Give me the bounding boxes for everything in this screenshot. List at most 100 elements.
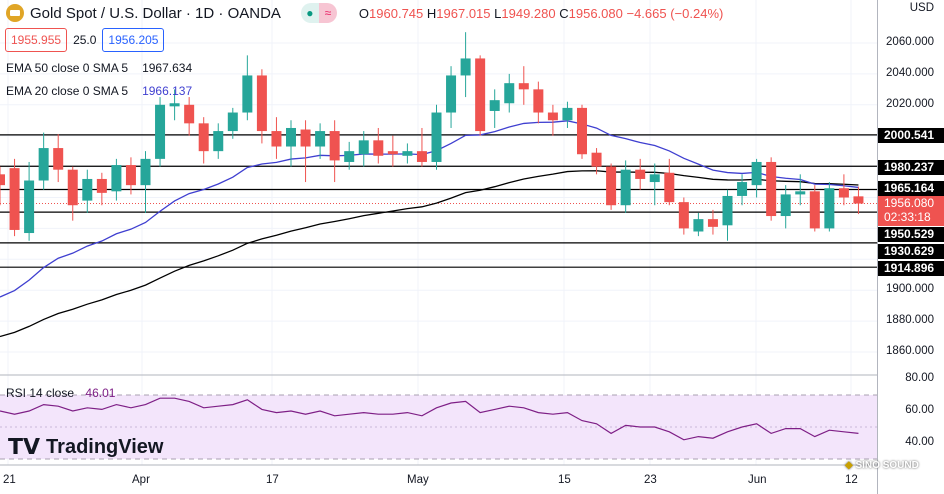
price-axis[interactable]: USD 2060.000 2040.000 2020.000 1900.000 …	[877, 0, 944, 494]
close-label: C	[559, 5, 569, 21]
rsi-value: 46.01	[85, 386, 116, 400]
candle-up	[213, 131, 224, 152]
candle-down	[67, 169, 78, 206]
ema20-line	[0, 120, 859, 298]
price-tick: 1880.000	[886, 314, 934, 326]
candle-up	[24, 180, 35, 234]
price-tick: 2040.000	[886, 67, 934, 79]
ema50-label: EMA 50 close 0 SMA 5	[6, 61, 129, 75]
candle-up	[489, 100, 500, 111]
time-tick: Jun	[748, 474, 767, 486]
candle-up	[82, 178, 93, 201]
price-tick: 1860.000	[886, 345, 934, 357]
candle-up	[460, 58, 471, 76]
candle-down	[838, 188, 849, 198]
candle-down	[635, 169, 646, 179]
symbol-title[interactable]: Gold Spot / U.S. Dollar · 1D · OANDA	[30, 4, 281, 22]
candle-down	[329, 131, 340, 161]
candle-down	[53, 148, 64, 170]
candle-down	[198, 123, 209, 152]
candle-down	[96, 178, 107, 193]
candle-down	[518, 83, 529, 90]
data-delay-icon: ≈	[318, 3, 337, 23]
ema50-line	[0, 170, 859, 338]
candle-down	[853, 196, 864, 204]
candle-down	[373, 140, 384, 156]
candle-down	[707, 219, 718, 227]
candle-up	[242, 75, 253, 113]
candle-up	[358, 140, 369, 155]
market-status-pill[interactable]: ● ≈	[300, 3, 337, 23]
rsi-legend[interactable]: RSI 14 close 46.01	[6, 386, 115, 400]
candle-down	[577, 107, 587, 155]
candle-down	[9, 168, 20, 230]
low-value: 1949.280	[501, 5, 556, 21]
quote-panel: 1955.955 25.0 1956.205	[5, 28, 165, 52]
candle-up	[344, 151, 355, 162]
time-tick: 12	[845, 474, 858, 486]
candle-up	[562, 107, 573, 121]
symbol-header: Gold Spot / U.S. Dollar · 1D · OANDA ● ≈…	[6, 3, 723, 23]
candle-up	[649, 174, 660, 183]
candle-down	[678, 202, 689, 229]
candle-up	[111, 165, 122, 192]
candle-down	[0, 174, 5, 186]
high-value: 1967.015	[436, 5, 491, 21]
time-tick: Apr	[132, 474, 150, 486]
ema20-value: 1966.137	[142, 84, 193, 98]
time-tick: 23	[644, 474, 657, 486]
candle-up	[722, 195, 733, 226]
candle-down	[184, 104, 195, 124]
change-value: −4.665 (−0.24%)	[626, 5, 724, 21]
tradingview-logo[interactable]: 𝗧𝗩 TradingView	[8, 434, 164, 460]
bar-countdown: 02:33:18	[884, 210, 931, 224]
currency-label[interactable]: USD	[909, 2, 934, 14]
tv-logo-text: TradingView	[46, 435, 164, 458]
watermark-diamond-icon: ◆	[845, 460, 853, 471]
gold-symbol-icon	[6, 4, 24, 22]
candle-down	[416, 151, 427, 162]
time-tick: 15	[558, 474, 571, 486]
spread-value: 25.0	[73, 33, 97, 47]
ema50-legend[interactable]: EMA 50 close 0 SMA 5 1967.634	[6, 61, 192, 75]
candle-up	[402, 151, 413, 156]
current-price-label: 1956.080 02:33:18	[878, 196, 944, 226]
candle-up	[155, 104, 166, 159]
watermark: ◆ SINO SOUND	[845, 460, 919, 471]
candle-down	[809, 191, 820, 229]
rsi-line	[0, 397, 859, 441]
watermark-text: SINO SOUND	[855, 460, 919, 471]
tv-logo-icon: 𝗧𝗩	[8, 434, 41, 459]
level-label: 1914.896	[878, 261, 944, 276]
price-tick: 2020.000	[886, 98, 934, 110]
candle-up	[169, 103, 180, 107]
ema50-value: 1967.634	[142, 61, 193, 75]
time-tick: 21	[3, 474, 16, 486]
candle-down	[766, 161, 777, 217]
time-tick: May	[407, 474, 429, 486]
candle-up	[504, 83, 515, 104]
candle-up	[620, 169, 631, 206]
candle-down	[256, 75, 267, 132]
high-label: H	[426, 5, 437, 21]
candle-down	[475, 58, 486, 132]
candle-down	[387, 151, 398, 155]
candle-down	[664, 172, 675, 203]
ema20-label: EMA 20 close 0 SMA 5	[6, 84, 129, 98]
open-label: O	[358, 5, 370, 21]
candle-down	[547, 112, 558, 121]
ema20-legend[interactable]: EMA 20 close 0 SMA 5 1966.137	[6, 84, 192, 98]
candle-down	[591, 152, 602, 167]
candle-down	[300, 129, 311, 147]
level-label: 2000.541	[878, 128, 944, 143]
sell-button[interactable]: 1955.955	[5, 28, 68, 52]
candle-up	[780, 194, 791, 217]
candle-up	[737, 182, 748, 196]
candle-up	[795, 191, 806, 195]
low-label: L	[494, 5, 502, 21]
level-label: 1930.629	[878, 244, 944, 259]
candle-up	[227, 112, 238, 132]
buy-button[interactable]: 1956.205	[102, 28, 165, 52]
candle-down	[271, 131, 282, 147]
